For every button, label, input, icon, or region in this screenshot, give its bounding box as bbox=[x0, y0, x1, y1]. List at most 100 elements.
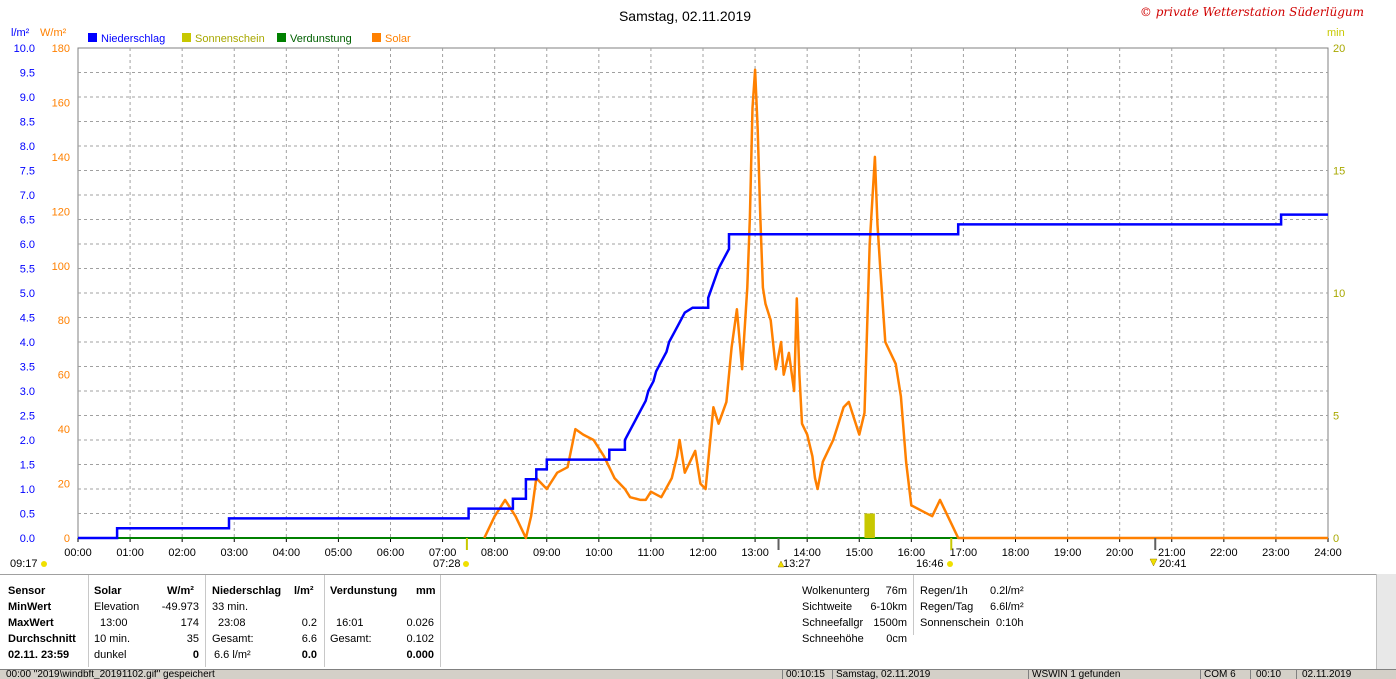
precip-tick-label: 5.0 bbox=[20, 288, 35, 300]
marker-labels: 09:17 07:28 13:27 16:46 20:41 bbox=[10, 558, 1187, 570]
x-tick-label: 16:00 bbox=[898, 547, 926, 559]
x-tick-label: 01:00 bbox=[116, 547, 144, 559]
precip-r2-label: 23:08 bbox=[218, 617, 246, 629]
right-axis: 0 5 10 15 20 bbox=[1333, 43, 1345, 545]
legend-label-sonnenschein: Sonnenschein bbox=[195, 33, 265, 45]
divider bbox=[205, 575, 206, 667]
x-tick-label: 17:00 bbox=[950, 547, 978, 559]
x-tick-label: 23:00 bbox=[1262, 547, 1290, 559]
status-bar: 00:00 "2019\windbft_20191102.gif" gespei… bbox=[0, 669, 1396, 679]
sensor-date: 02.11. 23:59 bbox=[8, 649, 70, 661]
solar-tick-label: 0 bbox=[64, 533, 70, 545]
solar-r4-value: 0 bbox=[192, 649, 199, 661]
solar-r2-label: 13:00 bbox=[100, 617, 128, 629]
cloud-r1-label: Wolkenunterg bbox=[802, 585, 870, 597]
solar-tick-label: 40 bbox=[58, 424, 70, 436]
moon-icon bbox=[1149, 558, 1158, 567]
solar-tick-label: 120 bbox=[52, 206, 70, 218]
x-tick-label: 12:00 bbox=[689, 547, 717, 559]
weather-chart: 0.0 0.5 1.0 1.5 2.0 2.5 3.0 3.5 4.0 4.5 5.0 5.5 6.0 6… bbox=[10, 5, 1364, 570]
noon-icon bbox=[777, 560, 785, 568]
precip-r3-label: Gesamt: bbox=[212, 633, 254, 645]
chart-title: Samstag, 02.11.2019 bbox=[619, 8, 751, 24]
status-time: 00:10 bbox=[1256, 670, 1282, 679]
sunshine-tick-label: 0 bbox=[1333, 533, 1339, 545]
solar-header: Solar bbox=[94, 585, 122, 597]
precip-tick-label: 4.0 bbox=[20, 337, 35, 349]
precip-tick-label: 8.5 bbox=[20, 117, 35, 129]
precip-r2-value: 0.2 bbox=[301, 617, 317, 629]
x-tick-label: 11:00 bbox=[638, 547, 665, 559]
rain-r3-label: Sonnenschein bbox=[920, 617, 990, 629]
divider bbox=[88, 575, 89, 667]
solar-r1-label: Elevation bbox=[94, 601, 140, 613]
sensor-min: MinWert bbox=[8, 601, 52, 613]
sensor-max: MaxWert bbox=[8, 617, 54, 629]
sunrise-icon bbox=[463, 561, 469, 567]
precip-unit: l/m² bbox=[294, 585, 314, 597]
legend-label-verdunstung: Verdunstung bbox=[290, 33, 352, 45]
x-tick-label: 03:00 bbox=[220, 547, 248, 559]
status-divider bbox=[1028, 670, 1029, 679]
marker-noon: 13:27 bbox=[783, 558, 811, 570]
rain-r2-label: Regen/Tag bbox=[920, 601, 974, 613]
evap-r4-value: 0.000 bbox=[406, 649, 434, 661]
x-axis: 00:00 01:00 02:00 03:00 04:00 05:00 06:00 07:00… bbox=[64, 538, 1342, 559]
marker-sunset: 16:46 bbox=[916, 558, 944, 570]
x-tick-label: 00:00 bbox=[64, 547, 92, 559]
rain-r1-label: Regen/1h bbox=[920, 585, 968, 597]
x-tick-label: 14:00 bbox=[793, 547, 821, 559]
sunshine-tick-label: 20 bbox=[1333, 43, 1345, 55]
precip-tick-label: 3.5 bbox=[20, 362, 35, 374]
sunshine-tick-label: 5 bbox=[1333, 411, 1339, 423]
evap-unit: mm bbox=[416, 585, 436, 597]
series-niederschlag bbox=[78, 213, 1328, 540]
evap-header: Verdunstung bbox=[330, 585, 398, 597]
status-divider bbox=[782, 670, 783, 679]
precip-r3-value: 6.6 bbox=[301, 633, 317, 645]
x-tick-label: 15:00 bbox=[845, 547, 873, 559]
cloud-r2-label: Sichtweite bbox=[802, 601, 853, 613]
legend-swatch-verdunstung bbox=[277, 33, 286, 42]
precip-r4-value: 0.0 bbox=[301, 649, 317, 661]
divider bbox=[440, 575, 441, 667]
evap-r3-value: 0.102 bbox=[406, 633, 434, 645]
precip-tick-label: 5.5 bbox=[20, 264, 35, 276]
status-device: WSWIN 1 gefunden bbox=[1032, 670, 1121, 679]
solar-r1-value: -49.973 bbox=[161, 601, 199, 613]
precip-tick-label: 9.0 bbox=[20, 92, 35, 104]
x-tick-label: 08:00 bbox=[481, 547, 509, 559]
x-tick-label: 24:00 bbox=[1314, 547, 1342, 559]
marker-sun-left: 09:17 bbox=[10, 558, 38, 570]
legend-label-solar: Solar bbox=[385, 33, 411, 45]
precip-tick-label: 1.0 bbox=[20, 484, 35, 496]
x-tick-label: 06:00 bbox=[377, 547, 405, 559]
legend-label-niederschlag: Niederschlag bbox=[101, 33, 165, 45]
x-tick-label: 02:00 bbox=[168, 547, 196, 559]
x-tick-label: 19:00 bbox=[1054, 547, 1082, 559]
cloud-r3-label: Schneefallgr bbox=[802, 617, 864, 629]
series-sonnenschein-bar bbox=[864, 513, 875, 538]
x-tick-label: 04:00 bbox=[273, 547, 301, 559]
x-tick-label: 22:00 bbox=[1210, 547, 1238, 559]
solar-unit: W/m² bbox=[167, 585, 194, 597]
vertical-scrollbar[interactable] bbox=[1376, 574, 1396, 669]
precip-r1-label: 33 min. bbox=[212, 601, 249, 613]
sensor-header: Sensor bbox=[8, 585, 46, 597]
solar-tick-label: 60 bbox=[58, 370, 70, 382]
x-tick-label: 07:00 bbox=[429, 547, 457, 559]
evap-r2-value: 0.026 bbox=[406, 617, 434, 629]
status-date: 02.11.2019 bbox=[1302, 670, 1352, 679]
marker-moon: 20:41 bbox=[1159, 558, 1187, 570]
precip-tick-label: 6.0 bbox=[20, 239, 35, 251]
legend-swatch-solar bbox=[372, 33, 381, 42]
status-divider bbox=[832, 670, 833, 679]
precip-tick-label: 4.5 bbox=[20, 313, 35, 325]
left-axis: 0.0 0.5 1.0 1.5 2.0 2.5 3.0 3.5 4.0 4.5 5.0 5.5 6.0 6… bbox=[14, 43, 70, 545]
statistics-panel: Sensor MinWert MaxWert Durchschnitt 02.1… bbox=[0, 574, 1376, 669]
solar-r3-value: 35 bbox=[186, 633, 199, 645]
x-tick-label: 21:00 bbox=[1158, 547, 1186, 559]
series-solar bbox=[483, 68, 1328, 540]
solar-r4-label: dunkel bbox=[94, 649, 127, 661]
precip-tick-label: 0.0 bbox=[20, 533, 35, 545]
